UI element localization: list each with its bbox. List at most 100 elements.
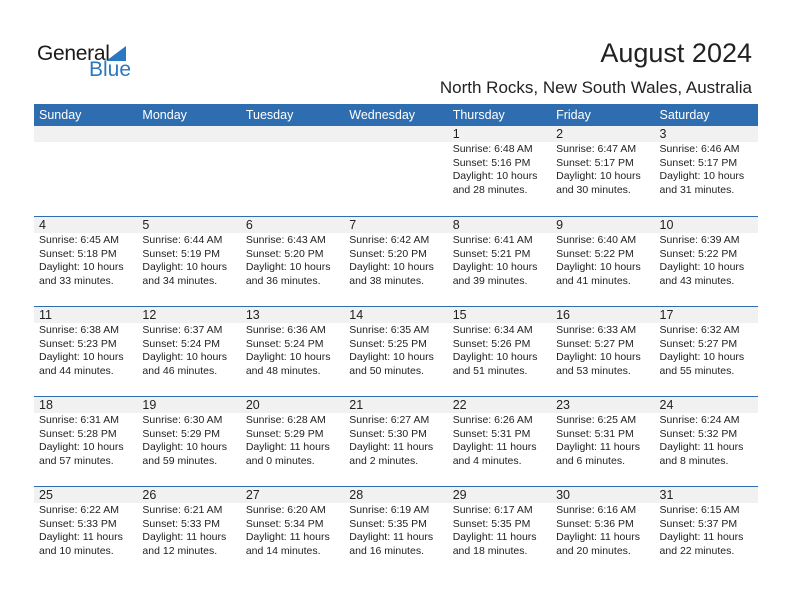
sunset-text: Sunset: 5:22 PM [659, 247, 738, 260]
sunset-text: Sunset: 5:17 PM [556, 156, 634, 169]
day-cell: 30 Sunrise: 6:16 AM Sunset: 5:36 PM Dayligh… [551, 487, 654, 576]
sunrise-text: Sunrise: 6:22 AM [39, 504, 119, 516]
calendar-grid: Sunday Monday Tuesday Wednesday Thursday… [34, 104, 758, 576]
sunset-text: Sunset: 5:33 PM [39, 517, 117, 530]
daylight-minutes-text: and 50 minutes. [349, 364, 424, 377]
day-cell: 22 Sunrise: 6:26 AM Sunset: 5:31 PM Dayligh… [448, 397, 551, 486]
sunrise-text: Sunrise: 6:30 AM [142, 414, 223, 426]
empty-day-cell [344, 126, 447, 216]
daylight-minutes-text: and 53 minutes. [556, 364, 631, 377]
sunrise-text: Sunrise: 6:21 AM [142, 504, 223, 516]
day-number: 17 [659, 308, 674, 322]
daylight-text: Daylight: 11 hours [659, 531, 744, 543]
day-number: 10 [659, 218, 674, 232]
daylight-text: Daylight: 10 hours [452, 170, 538, 182]
sunrise-text: Sunrise: 6:24 AM [659, 414, 740, 426]
sunset-text: Sunset: 5:24 PM [245, 337, 324, 350]
sunrise-text: Sunrise: 6:41 AM [452, 234, 533, 246]
daylight-text: Daylight: 10 hours [452, 351, 538, 363]
daylight-text: Daylight: 10 hours [556, 261, 641, 273]
day-cell: 20 Sunrise: 6:28 AM Sunset: 5:29 PM Dayligh… [241, 397, 344, 486]
general-blue-logo: General Blue [37, 42, 137, 82]
weekday-thursday: Thursday [452, 108, 505, 122]
sunrise-text: Sunrise: 6:43 AM [245, 234, 326, 246]
location-subtitle: North Rocks, New South Wales, Australia [439, 78, 752, 97]
weeks-container: 1 Sunrise: 6:48 AM Sunset: 5:16 PM Daylight… [34, 126, 758, 576]
daylight-minutes-text: and 2 minutes. [349, 454, 419, 467]
daylight-text: Daylight: 11 hours [349, 441, 434, 453]
weekday-friday: Friday [556, 108, 591, 122]
daylight-minutes-text: and 0 minutes. [245, 454, 315, 467]
sunrise-text: Sunrise: 6:17 AM [452, 504, 533, 516]
day-number: 28 [349, 488, 364, 502]
daylight-minutes-text: and 31 minutes. [659, 183, 735, 196]
sunrise-text: Sunrise: 6:39 AM [659, 234, 740, 246]
daylight-minutes-text: and 34 minutes. [142, 274, 218, 287]
daylight-minutes-text: and 12 minutes. [142, 544, 218, 557]
day-number: 30 [556, 488, 571, 502]
sunrise-text: Sunrise: 6:46 AM [659, 143, 740, 155]
sunset-text: Sunset: 5:36 PM [556, 517, 634, 530]
sunrise-text: Sunrise: 6:48 AM [452, 143, 533, 155]
sunset-text: Sunset: 5:35 PM [452, 517, 531, 530]
week-row: 4 Sunrise: 6:45 AM Sunset: 5:18 PM Daylight… [34, 216, 758, 306]
sunrise-text: Sunrise: 6:19 AM [349, 504, 430, 516]
day-number: 20 [245, 398, 260, 412]
day-number: 31 [659, 488, 674, 502]
day-number: 29 [452, 488, 467, 502]
sunset-text: Sunset: 5:25 PM [349, 337, 427, 350]
daylight-text: Daylight: 10 hours [142, 261, 228, 273]
daylight-minutes-text: and 28 minutes. [452, 183, 528, 196]
sunrise-text: Sunrise: 6:27 AM [349, 414, 430, 426]
day-number: 7 [349, 218, 357, 232]
day-number: 15 [452, 308, 467, 322]
day-cell: 3 Sunrise: 6:46 AM Sunset: 5:17 PM Daylight… [655, 126, 758, 216]
weekday-tuesday: Tuesday [245, 108, 294, 122]
day-cell: 28 Sunrise: 6:19 AM Sunset: 5:35 PM Dayligh… [344, 487, 447, 576]
sunset-text: Sunset: 5:27 PM [556, 337, 634, 350]
sunset-text: Sunset: 5:35 PM [349, 517, 427, 530]
day-cell: 17 Sunrise: 6:32 AM Sunset: 5:27 PM Dayligh… [655, 307, 758, 396]
sunset-text: Sunset: 5:28 PM [39, 427, 117, 440]
sunset-text: Sunset: 5:26 PM [452, 337, 531, 350]
weekday-wednesday: Wednesday [349, 108, 416, 122]
sunrise-text: Sunrise: 6:40 AM [556, 234, 637, 246]
daylight-text: Daylight: 10 hours [39, 441, 124, 453]
sunset-text: Sunset: 5:31 PM [556, 427, 634, 440]
daylight-text: Daylight: 10 hours [659, 261, 745, 273]
day-number: 25 [39, 488, 53, 502]
sunset-text: Sunset: 5:16 PM [452, 156, 531, 169]
weekday-header: Sunday Monday Tuesday Wednesday Thursday… [34, 104, 758, 126]
sunset-text: Sunset: 5:37 PM [659, 517, 738, 530]
daylight-text: Daylight: 10 hours [452, 261, 538, 273]
day-number: 2 [556, 127, 564, 141]
day-cell: 21 Sunrise: 6:27 AM Sunset: 5:30 PM Dayligh… [344, 397, 447, 486]
daylight-text: Daylight: 11 hours [245, 531, 330, 543]
sunrise-text: Sunrise: 6:15 AM [659, 504, 740, 516]
day-cell: 10 Sunrise: 6:39 AM Sunset: 5:22 PM Dayligh… [655, 217, 758, 306]
daylight-minutes-text: and 18 minutes. [452, 544, 528, 557]
day-number: 3 [659, 127, 667, 141]
day-number: 23 [556, 398, 571, 412]
day-cell: 25 Sunrise: 6:22 AM Sunset: 5:33 PM Dayligh… [34, 487, 137, 576]
week-row: 1 Sunrise: 6:48 AM Sunset: 5:16 PM Daylight… [34, 126, 758, 216]
sunrise-text: Sunrise: 6:38 AM [39, 324, 119, 336]
sunset-text: Sunset: 5:18 PM [39, 247, 117, 260]
daylight-text: Daylight: 11 hours [39, 531, 123, 543]
page-title: August 2024 [600, 38, 752, 68]
sunset-text: Sunset: 5:20 PM [349, 247, 427, 260]
daylight-text: Daylight: 11 hours [452, 531, 537, 543]
day-number: 18 [39, 398, 53, 412]
day-cell: 8 Sunrise: 6:41 AM Sunset: 5:21 PM Daylight… [448, 217, 551, 306]
daylight-text: Daylight: 10 hours [659, 170, 745, 182]
day-cell: 13 Sunrise: 6:36 AM Sunset: 5:24 PM Dayligh… [241, 307, 344, 396]
daylight-text: Daylight: 10 hours [556, 170, 641, 182]
sunrise-text: Sunrise: 6:45 AM [39, 234, 119, 246]
sunrise-text: Sunrise: 6:37 AM [142, 324, 223, 336]
day-number: 24 [659, 398, 674, 412]
sunset-text: Sunset: 5:21 PM [452, 247, 531, 260]
weekday-sunday: Sunday [39, 108, 82, 122]
sunrise-text: Sunrise: 6:16 AM [556, 504, 637, 516]
sunrise-text: Sunrise: 6:42 AM [349, 234, 430, 246]
sunset-text: Sunset: 5:31 PM [452, 427, 531, 440]
